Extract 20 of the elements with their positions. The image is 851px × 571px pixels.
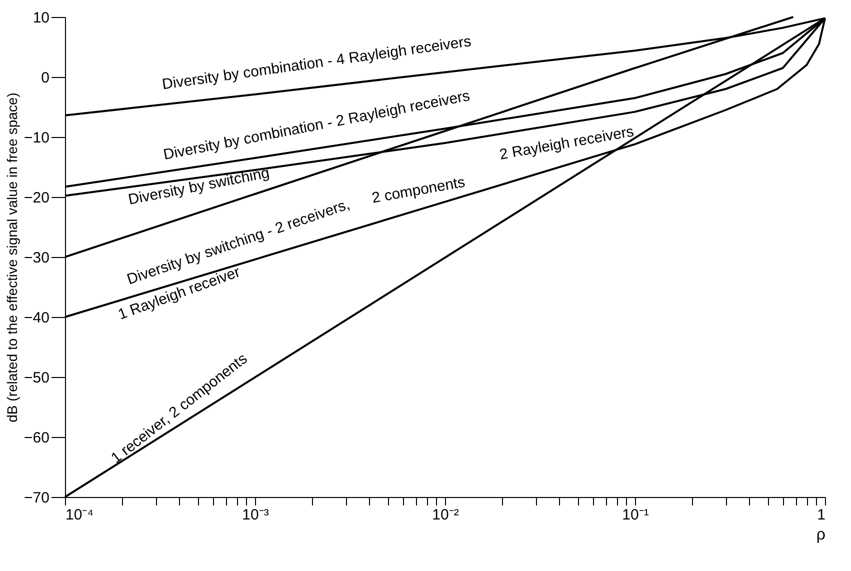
annotation: Diversity by switching xyxy=(126,164,271,208)
y-tick-label: −20 xyxy=(24,190,50,206)
x-tick-label: 10⁻³ xyxy=(242,506,269,524)
y-tick-label: 0 xyxy=(41,70,50,86)
x-tick-label: 10⁻² xyxy=(432,506,459,524)
y-axis-title: dB (related to the effective signal value in free space) xyxy=(4,92,20,422)
y-tick-label: −50 xyxy=(24,370,50,386)
y-tick-label: −60 xyxy=(24,430,50,446)
y-tick-label: −30 xyxy=(24,250,50,266)
annotation: 2 Rayleigh receivers xyxy=(498,123,636,164)
x-tick-label: 1 xyxy=(817,506,826,524)
annotation: 2 components xyxy=(370,174,466,207)
x-tick-label: 10⁻⁴ xyxy=(66,506,94,524)
x-tick-label: 10⁻¹ xyxy=(622,506,649,524)
y-tick-label: 10 xyxy=(32,10,50,26)
x-axis-title: ρ xyxy=(816,526,826,544)
y-tick-label: −10 xyxy=(24,130,50,146)
y-tick-label: −70 xyxy=(24,490,50,506)
y-tick-label: −40 xyxy=(24,310,50,326)
annotation: Diversity by combination - 4 Rayleigh receivers xyxy=(161,32,472,94)
